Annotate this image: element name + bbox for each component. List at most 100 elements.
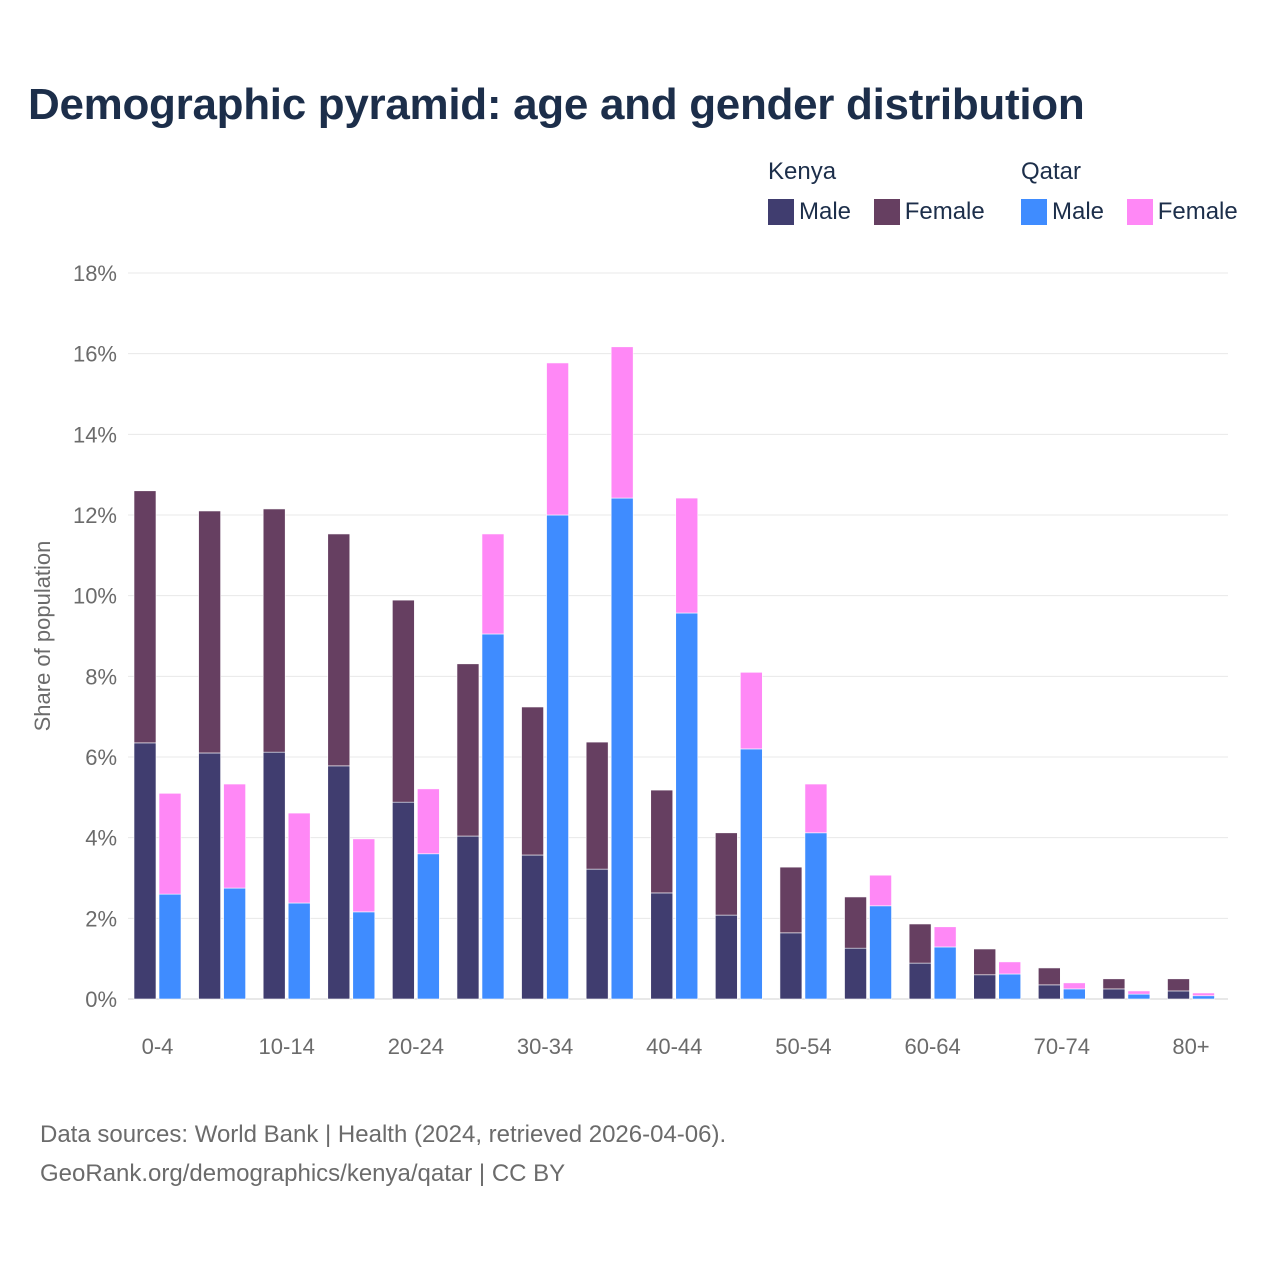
y-tick-label: 8% [85,664,117,689]
legend-item-qatar-female[interactable]: Female [1126,198,1238,226]
bar-kenya-male-65-69[interactable] [973,974,997,1000]
legend-label: Female [904,198,985,225]
bar-qatar-male-50-54[interactable] [804,832,828,1000]
bar-kenya-male-80+[interactable] [1167,990,1190,1000]
legend-item-qatar-male[interactable]: Male [1021,198,1104,226]
bar-qatar-female-55-59[interactable] [869,874,892,907]
bar-qatar-female-65-69[interactable] [998,961,1022,975]
bar-qatar-male-40-44[interactable] [675,612,699,1000]
source-line-2[interactable]: GeoRank.org/demographics/kenya/qatar | C… [40,1160,566,1187]
x-tick-label: 20-24 [388,1034,444,1059]
bar-kenya-female-5-9[interactable] [198,510,221,754]
bar-kenya-female-45-49[interactable] [715,832,738,916]
bar-qatar-male-60-64[interactable] [933,946,957,1000]
bar-kenya-male-35-39[interactable] [585,868,609,1000]
x-tick-label: 40-44 [646,1034,702,1059]
y-tick-label: 6% [85,745,117,770]
bar-kenya-female-30-34[interactable] [521,706,544,856]
bar-qatar-male-30-34[interactable] [546,514,569,1000]
legend-swatch [1021,199,1047,225]
bar-kenya-female-70-74[interactable] [1038,967,1061,986]
bar-kenya-male-50-54[interactable] [779,932,803,1000]
bar-kenya-female-40-44[interactable] [650,789,674,894]
bar-qatar-female-60-64[interactable] [933,926,957,948]
bar-qatar-female-20-24[interactable] [417,788,440,855]
bar-qatar-male-5-9[interactable] [223,887,246,1000]
bar-qatar-male-0-4[interactable] [158,893,182,1000]
bar-qatar-male-25-29[interactable] [481,633,505,1000]
bar-qatar-male-65-69[interactable] [998,973,1022,1000]
bar-qatar-female-15-19[interactable] [352,838,376,913]
x-tick-label: 80+ [1172,1034,1209,1059]
bar-qatar-male-80+[interactable] [1192,995,1215,1000]
bar-qatar-female-25-29[interactable] [481,533,505,635]
y-tick-label: 18% [73,261,117,286]
bar-qatar-male-10-14[interactable] [287,902,311,1000]
bar-kenya-female-60-64[interactable] [908,923,932,964]
bar-kenya-female-25-29[interactable] [456,663,480,837]
y-axis-label: Share of population [30,541,55,732]
legend-swatch [768,199,794,225]
bar-kenya-male-60-64[interactable] [908,962,932,1000]
x-tick-label: 60-64 [904,1034,960,1059]
bar-qatar-female-75-79[interactable] [1127,990,1151,995]
bar-qatar-male-15-19[interactable] [352,911,376,1000]
y-tick-label: 0% [85,987,117,1012]
bar-qatar-male-70-74[interactable] [1063,988,1086,1000]
y-tick-label: 12% [73,503,117,528]
bar-kenya-female-20-24[interactable] [392,599,415,803]
bar-kenya-male-0-4[interactable] [133,742,157,1000]
legend-label: Male [799,198,852,225]
bar-kenya-male-20-24[interactable] [392,801,415,1000]
bar-kenya-male-25-29[interactable] [456,835,480,1000]
bar-kenya-female-35-39[interactable] [585,741,609,870]
bar-qatar-female-80+[interactable] [1192,992,1215,997]
bar-qatar-female-10-14[interactable] [287,812,311,904]
bar-qatar-female-40-44[interactable] [675,497,699,614]
bar-kenya-male-75-79[interactable] [1102,988,1126,1000]
legend-item-kenya-male[interactable]: Male [768,198,851,226]
legend-swatch [1126,199,1153,225]
bar-qatar-male-35-39[interactable] [610,497,634,1000]
legend-group-qatar: Qatar Male Female [1021,158,1254,232]
bar-kenya-male-15-19[interactable] [327,765,351,1000]
bar-qatar-male-20-24[interactable] [417,853,440,1000]
source-note: Data sources: World Bank | Health (2024,… [40,1115,726,1193]
bar-kenya-male-40-44[interactable] [650,892,674,1000]
bar-qatar-female-0-4[interactable] [158,792,182,895]
bar-qatar-male-75-79[interactable] [1127,993,1151,1000]
bar-qatar-female-70-74[interactable] [1063,982,1086,990]
bar-kenya-male-45-49[interactable] [715,914,738,1000]
y-tick-label: 16% [73,342,117,367]
bar-kenya-female-55-59[interactable] [844,896,867,949]
bar-qatar-male-55-59[interactable] [869,905,892,1000]
bar-qatar-male-45-49[interactable] [740,748,763,1000]
bar-kenya-male-5-9[interactable] [198,752,221,1000]
bar-kenya-male-70-74[interactable] [1038,984,1061,1000]
bar-qatar-female-50-54[interactable] [804,783,828,834]
bar-kenya-male-10-14[interactable] [262,751,286,1000]
y-tick-label: 10% [73,584,117,609]
bar-kenya-female-50-54[interactable] [779,866,803,934]
bar-kenya-female-0-4[interactable] [133,490,157,744]
bar-qatar-female-5-9[interactable] [223,783,246,889]
bar-qatar-female-30-34[interactable] [546,362,569,516]
x-tick-label: 10-14 [259,1034,315,1059]
bar-qatar-female-35-39[interactable] [610,346,634,499]
x-tick-label: 30-34 [517,1034,573,1059]
bar-qatar-female-45-49[interactable] [740,671,763,750]
bar-kenya-female-75-79[interactable] [1102,978,1126,990]
bar-kenya-female-65-69[interactable] [973,948,997,976]
x-tick-label: 70-74 [1034,1034,1090,1059]
bar-kenya-male-30-34[interactable] [521,854,544,1000]
legend-item-kenya-female[interactable]: Female [873,198,985,226]
bar-kenya-female-15-19[interactable] [327,533,351,767]
legend-label: Female [1157,198,1238,225]
chart-title: Demographic pyramid: age and gender dist… [28,80,1085,129]
bar-kenya-female-10-14[interactable] [262,508,286,753]
x-tick-label: 0-4 [142,1034,174,1059]
bar-kenya-male-55-59[interactable] [844,947,867,1000]
bar-kenya-female-80+[interactable] [1167,978,1190,992]
y-tick-label: 4% [85,826,117,851]
